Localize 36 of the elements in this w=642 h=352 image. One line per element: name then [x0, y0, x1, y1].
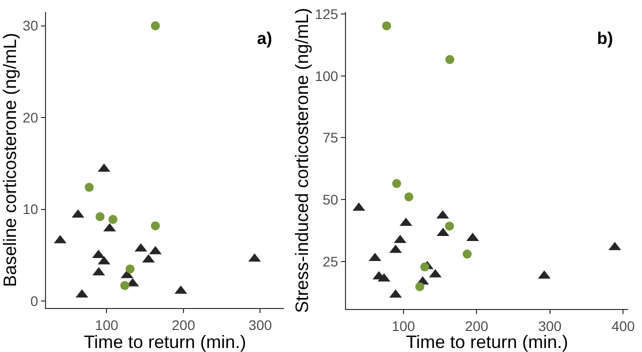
point: [415, 282, 424, 292]
x-tick-label: 100: [94, 316, 119, 333]
x-tick-label: 200: [464, 318, 489, 334]
annotation: b): [597, 29, 614, 48]
x-tick-label: 300: [538, 318, 562, 334]
point: [84, 182, 94, 192]
y-tick-label: 100: [314, 68, 338, 84]
point: [420, 262, 430, 272]
y-tick-label: 10: [22, 201, 38, 218]
y-tick-label: 50: [322, 192, 338, 208]
point: [404, 192, 414, 202]
y-tick-label: 75: [322, 130, 338, 146]
x-axis-title: Time to return (min.): [84, 332, 246, 352]
x-tick-label: 300: [248, 316, 272, 333]
y-tick-label: 25: [322, 253, 338, 270]
point: [108, 214, 118, 224]
y-tick-label: 0: [30, 293, 38, 310]
x-tick-label: 100: [392, 318, 416, 334]
point: [150, 221, 160, 230]
point: [150, 21, 160, 30]
point: [382, 21, 392, 30]
annotation: a): [257, 29, 272, 48]
x-tick-label: 400: [611, 318, 636, 334]
point: [126, 264, 135, 274]
y-tick-label: 20: [22, 109, 38, 126]
y-tick-label: 30: [22, 18, 38, 34]
point: [445, 55, 454, 64]
y-tick-label: 125: [314, 6, 338, 22]
point: [462, 250, 472, 259]
point: [96, 212, 105, 222]
point: [444, 222, 454, 231]
y-axis-title: Stress-induced corticosterone (ng/mL): [292, 8, 312, 314]
x-axis-title: Time to return (min.): [406, 332, 568, 352]
x-tick-label: 200: [172, 316, 196, 333]
y-axis-title: Baseline corticosterone (ng/mL): [0, 32, 20, 288]
point: [392, 179, 402, 188]
